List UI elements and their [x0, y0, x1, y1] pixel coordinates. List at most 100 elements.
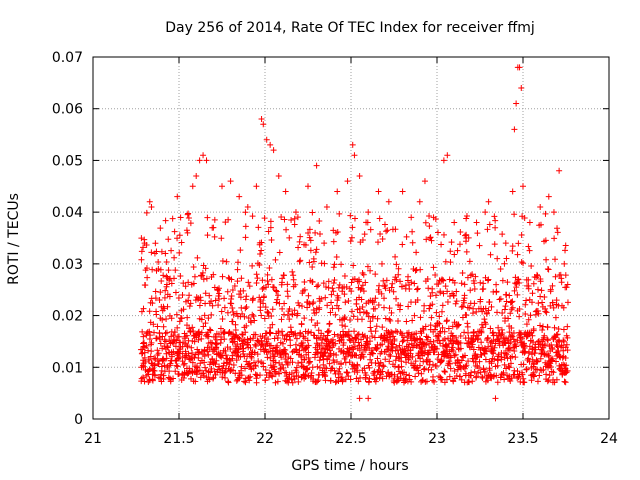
data-point: [354, 362, 361, 369]
data-point: [172, 368, 179, 375]
data-point: [511, 348, 518, 355]
data-point: [390, 288, 397, 295]
data-point: [248, 353, 255, 360]
data-point: [414, 285, 421, 292]
data-point: [228, 295, 235, 302]
data-point: [188, 344, 195, 351]
x-tick-label: 21.5: [163, 431, 194, 447]
data-point: [176, 354, 183, 361]
data-point: [554, 229, 561, 236]
data-point: [189, 359, 196, 366]
data-point: [450, 292, 457, 299]
data-point: [143, 265, 150, 272]
data-point: [353, 352, 360, 359]
data-point: [452, 351, 459, 358]
data-point: [507, 360, 514, 367]
data-point: [339, 378, 346, 385]
data-point: [252, 331, 259, 338]
data-point: [349, 308, 356, 315]
data-point: [499, 329, 506, 336]
data-point: [310, 258, 317, 265]
data-point: [537, 355, 544, 362]
data-point: [247, 344, 254, 351]
data-point: [227, 345, 234, 352]
data-point: [251, 359, 258, 366]
data-point: [376, 374, 383, 381]
x-tick-labels: 21 21.5 22 22.5 23 23.5 24: [84, 431, 618, 447]
data-point: [284, 360, 291, 367]
data-point: [355, 378, 362, 385]
data-point: [465, 379, 472, 386]
data-point: [263, 136, 270, 143]
data-point: [236, 193, 243, 200]
data-point: [455, 321, 462, 328]
data-point: [162, 287, 169, 294]
data-point: [396, 354, 403, 361]
data-point: [509, 247, 516, 254]
data-point: [427, 234, 434, 241]
data-point: [267, 224, 274, 231]
data-point: [157, 340, 164, 347]
data-point: [268, 237, 275, 244]
data-point: [392, 357, 399, 364]
data-point: [155, 258, 162, 265]
data-point: [191, 273, 198, 280]
data-point: [411, 280, 418, 287]
data-point: [331, 276, 338, 283]
data-point: [295, 359, 302, 366]
data-point: [475, 370, 482, 377]
data-point: [438, 308, 445, 315]
data-point: [423, 236, 430, 243]
data-point: [274, 296, 281, 303]
data-point: [562, 247, 569, 254]
data-point: [392, 226, 399, 233]
data-point: [330, 280, 337, 287]
data-point: [313, 162, 320, 169]
data-point: [190, 263, 197, 270]
data-point: [491, 344, 498, 351]
data-point: [294, 310, 301, 317]
data-point: [423, 333, 430, 340]
data-point: [336, 281, 343, 288]
data-point: [325, 278, 332, 285]
data-point: [521, 215, 528, 222]
data-point: [289, 311, 296, 318]
data-point: [156, 296, 163, 303]
data-point: [473, 373, 480, 380]
data-point: [485, 343, 492, 350]
data-point: [170, 340, 177, 347]
data-point: [369, 350, 376, 357]
data-point: [305, 360, 312, 367]
data-point: [351, 334, 358, 341]
data-point: [267, 329, 274, 336]
data-point: [197, 374, 204, 381]
data-point: [396, 342, 403, 349]
data-point: [388, 309, 395, 316]
data-point: [441, 368, 448, 375]
data-point: [511, 211, 518, 218]
data-point: [469, 310, 476, 317]
data-point: [435, 333, 442, 340]
data-point: [461, 292, 468, 299]
data-point: [289, 268, 296, 275]
data-point: [139, 328, 146, 335]
data-point: [436, 330, 443, 337]
data-point: [208, 298, 215, 305]
data-point: [281, 216, 288, 223]
data-point: [244, 336, 251, 343]
data-point: [254, 351, 261, 358]
data-point: [269, 321, 276, 328]
data-point: [542, 305, 549, 312]
data-point: [389, 344, 396, 351]
data-point: [161, 294, 168, 301]
data-point: [444, 288, 451, 295]
data-point: [408, 214, 415, 221]
data-point: [537, 322, 544, 329]
data-point: [213, 357, 220, 364]
data-point: [407, 347, 414, 354]
data-point: [494, 379, 501, 386]
data-point: [184, 229, 191, 236]
data-point: [184, 314, 191, 321]
data-point: [378, 290, 385, 297]
data-point: [157, 266, 164, 273]
